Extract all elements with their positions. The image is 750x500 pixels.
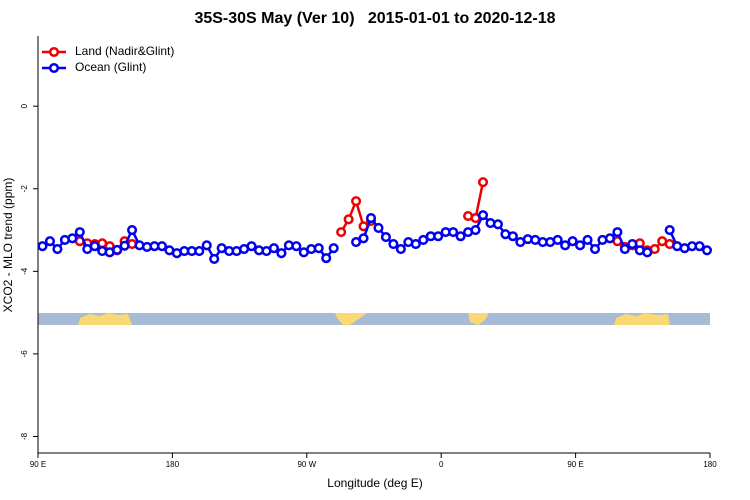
data-point bbox=[619, 243, 630, 255]
data-point bbox=[567, 236, 578, 247]
data-point bbox=[268, 243, 279, 254]
data-point bbox=[582, 234, 593, 246]
y-axis-label: XCO2 - MLO trend (ppm) bbox=[1, 178, 15, 313]
land-shape bbox=[468, 313, 489, 325]
data-point bbox=[313, 243, 324, 254]
x-tick-label: 180 bbox=[166, 460, 180, 469]
data-point bbox=[373, 222, 384, 234]
land-shape bbox=[78, 313, 132, 325]
legend-marker bbox=[48, 46, 60, 58]
series-line bbox=[355, 213, 648, 254]
data-point bbox=[52, 243, 63, 255]
data-point bbox=[642, 247, 653, 258]
data-point bbox=[67, 233, 78, 244]
data-point bbox=[507, 231, 518, 242]
data-point bbox=[246, 241, 257, 252]
land-shape bbox=[335, 313, 367, 325]
data-point bbox=[410, 239, 421, 250]
data-point bbox=[119, 240, 130, 251]
data-point bbox=[276, 248, 287, 259]
x-tick-label: 90 E bbox=[30, 460, 46, 469]
data-point bbox=[127, 224, 138, 236]
data-point bbox=[694, 241, 705, 252]
data-point bbox=[552, 234, 563, 246]
chart-title: 35S-30S May (Ver 10) 2015-01-01 to 2020-… bbox=[194, 10, 555, 27]
data-point bbox=[328, 243, 339, 254]
land-shape bbox=[614, 313, 670, 325]
data-point bbox=[589, 243, 601, 255]
data-point bbox=[627, 239, 638, 250]
data-point bbox=[455, 231, 466, 242]
data-point bbox=[365, 213, 377, 224]
x-tick-label: 180 bbox=[703, 460, 717, 469]
data-point bbox=[37, 241, 48, 252]
data-point bbox=[395, 243, 406, 255]
x-tick-label: 0 bbox=[439, 460, 444, 469]
data-point bbox=[44, 236, 55, 247]
data-point bbox=[89, 241, 100, 252]
data-point bbox=[477, 177, 489, 188]
data-point bbox=[380, 232, 391, 243]
y-tick-label: -6 bbox=[20, 350, 29, 358]
legend-marker bbox=[48, 62, 60, 74]
data-point bbox=[351, 236, 362, 248]
data-point bbox=[291, 241, 302, 252]
map-strip bbox=[38, 313, 710, 325]
data-point bbox=[477, 210, 489, 221]
x-tick-label: 90 E bbox=[567, 460, 583, 469]
data-point bbox=[448, 227, 459, 238]
data-point bbox=[209, 253, 220, 265]
data-point bbox=[560, 240, 571, 251]
ocean-strip bbox=[38, 313, 710, 325]
data-point bbox=[343, 214, 354, 225]
data-point bbox=[336, 227, 347, 238]
data-point bbox=[112, 244, 123, 255]
legend-label: Ocean (Glint) bbox=[75, 60, 146, 74]
data-point bbox=[701, 245, 713, 256]
data-point bbox=[194, 246, 205, 257]
x-axis-label: Longitude (deg E) bbox=[327, 476, 422, 490]
y-tick-label: -4 bbox=[20, 267, 29, 275]
y-tick-label: -8 bbox=[20, 432, 29, 440]
data-point bbox=[612, 227, 623, 238]
data-point bbox=[470, 224, 481, 236]
data-point bbox=[74, 227, 85, 238]
legend-label: Land (Nadir&Glint) bbox=[75, 44, 174, 58]
data-point bbox=[433, 231, 444, 242]
data-point bbox=[492, 219, 503, 230]
data-point bbox=[418, 234, 429, 246]
y-tick-label: 0 bbox=[20, 103, 29, 108]
data-point bbox=[388, 239, 399, 250]
data-point bbox=[351, 196, 362, 207]
data-point bbox=[664, 224, 675, 236]
y-tick-label: -2 bbox=[20, 185, 29, 193]
data-point bbox=[358, 233, 369, 244]
data-point bbox=[575, 240, 586, 251]
data-point bbox=[321, 253, 332, 264]
data-point bbox=[201, 240, 212, 251]
data-point bbox=[604, 233, 615, 244]
x-tick-label: 90 W bbox=[297, 460, 316, 469]
data-point bbox=[156, 241, 167, 252]
